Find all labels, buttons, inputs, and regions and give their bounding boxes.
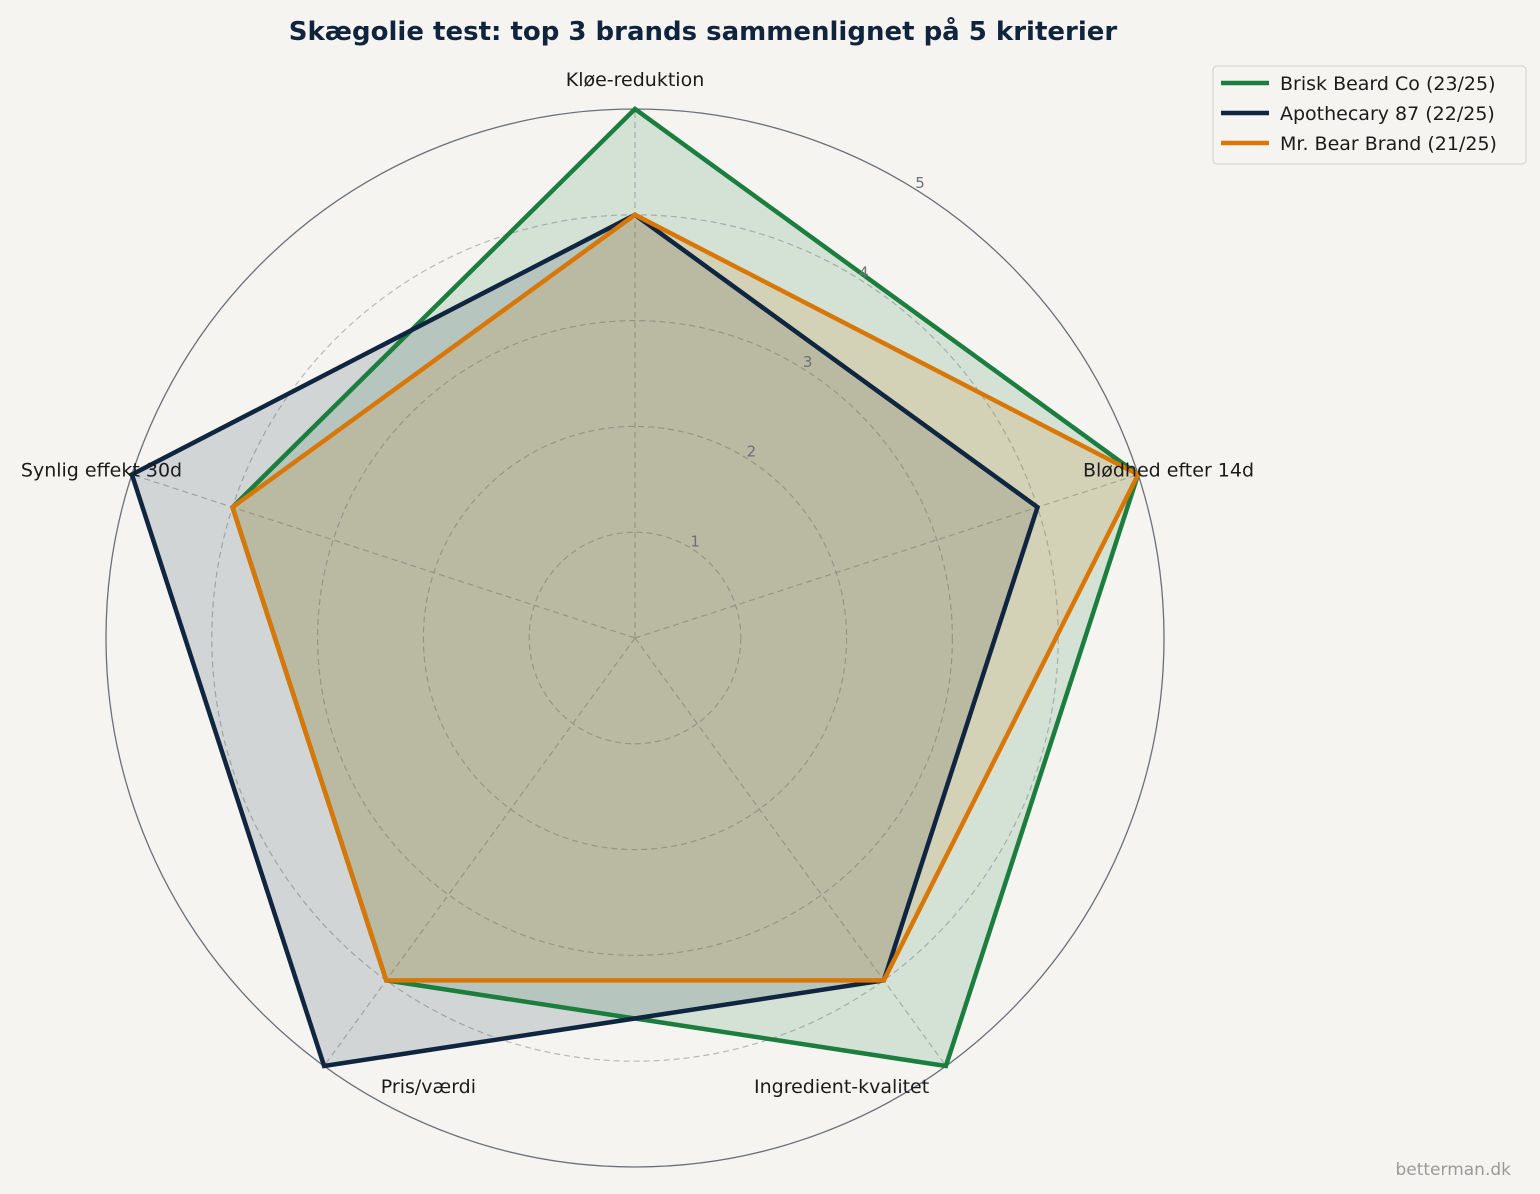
legend-box [1212,65,1527,165]
tick-label-3: 3 [803,353,813,371]
grid-spoke [131,473,636,639]
tick-label-5: 5 [915,174,925,192]
radial-tick-labels: 1 2 3 4 5 [690,174,924,551]
series-line-1 [229,106,1141,1069]
series-line-2 [129,212,1041,1069]
grid-ring-1 [528,531,742,745]
tick-label-1: 1 [690,532,700,550]
legend-label-1: Brisk Beard Co (23/25) [1280,73,1496,95]
grid-ring-2 [422,425,848,851]
axis-labels: Kløe-reduktion Blødhed efter 14d Ingredien… [21,69,1254,1098]
axis-label-3: Ingredient-kvalitet [754,1076,929,1098]
credit-text: betterman.dk [1395,1160,1511,1180]
axis-label-4: Pris/værdi [381,1076,476,1098]
series-fill-2 [131,214,1038,1067]
legend: Brisk Beard Co (23/25) Apothecary 87 (22/… [1212,65,1527,165]
axis-label-2: Blødhed efter 14d [1083,460,1254,482]
tick-label-4: 4 [859,263,869,281]
grid-spoke [323,637,636,1067]
grid-ring-3 [317,320,953,956]
series-line-3 [229,212,1142,983]
chart-title: Skægolie test: top 3 brands sammenlignet… [289,15,1118,47]
legend-label-2: Apothecary 87 (22/25) [1280,103,1495,125]
series-lines [129,106,1142,1069]
axis-label-5: Synlig effekt 30d [21,460,182,482]
legend-label-3: Mr. Bear Brand (21/25) [1280,133,1497,155]
series-fill-1 [232,109,1139,1066]
tick-label-2: 2 [747,443,757,461]
grid-spoke [634,473,1139,639]
series-fill-3 [232,214,1139,981]
grid-spoke [634,637,947,1067]
series-fills [131,109,1139,1067]
axis-label-1: Kløe-reduktion [566,69,705,91]
